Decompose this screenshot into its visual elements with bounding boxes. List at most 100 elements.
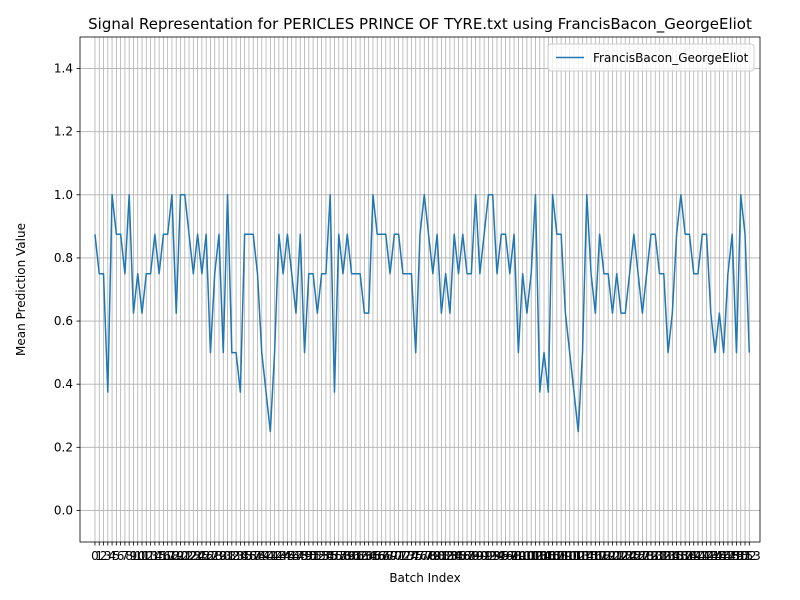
x-tick-label: 99: [511, 549, 526, 563]
x-tick-label: 61: [348, 549, 363, 563]
x-tick-label: 77: [417, 549, 432, 563]
series-layer: [94, 194, 751, 433]
x-tick-label: 41: [263, 549, 278, 563]
x-tick-label: 5: [113, 549, 121, 563]
x-tick-label: 59: [340, 549, 355, 563]
x-tick-label: 102: [520, 549, 543, 563]
x-tick-label: 62: [352, 549, 367, 563]
series-line: [94, 194, 751, 433]
x-tick-label: 52: [310, 549, 325, 563]
x-tick-label: 73: [400, 549, 415, 563]
x-tick-label: 12: [139, 549, 154, 563]
x-tick-label: 3: [104, 549, 112, 563]
x-tick-label: 103: [524, 549, 547, 563]
x-tick-label: 146: [708, 549, 731, 563]
x-tick-label: 131: [644, 549, 667, 563]
x-tick-label: 79: [425, 549, 440, 563]
grid: [80, 37, 760, 542]
x-tick-label: 143: [695, 549, 718, 563]
y-axis-ticks: 0.0 0.2 0.4 0.6 0.8 1.0 1.2 1.4: [54, 62, 80, 517]
x-tick-label: 135: [661, 549, 684, 563]
x-tick-label: 84: [447, 549, 462, 563]
x-tick-label: 122: [605, 549, 628, 563]
y-tick-label: 0.8: [54, 251, 73, 265]
x-tick-label: 25: [194, 549, 209, 563]
x-tick-label: 138: [674, 549, 697, 563]
x-tick-label: 141: [687, 549, 710, 563]
x-tick-label: 11: [134, 549, 149, 563]
x-tick-label: 2: [100, 549, 108, 563]
x-tick-label: 36: [241, 549, 256, 563]
legend: FrancisBacon_GeorgeEliot: [547, 43, 755, 72]
x-tick-label: 19: [169, 549, 184, 563]
x-tick-label: 40: [258, 549, 273, 563]
x-tick-label: 97: [502, 549, 517, 563]
x-tick-label: 16: [156, 549, 171, 563]
x-tick-label: 112: [563, 549, 586, 563]
x-tick-label: 57: [331, 549, 346, 563]
x-tick-label: 140: [682, 549, 705, 563]
x-tick-label: 58: [335, 549, 350, 563]
x-tick-label: 78: [421, 549, 436, 563]
x-tick-label: 39: [254, 549, 269, 563]
y-tick-label: 0.6: [54, 314, 73, 328]
x-tick-label: 43: [271, 549, 286, 563]
x-tick-label: 115: [575, 549, 598, 563]
x-tick-label: 50: [301, 549, 316, 563]
x-tick-label: 108: [545, 549, 568, 563]
y-tick-label: 0.4: [54, 377, 73, 391]
x-tick-label: 21: [177, 549, 192, 563]
x-tick-label: 151: [729, 549, 752, 563]
x-tick-label: 144: [699, 549, 722, 563]
x-tick-label: 15: [151, 549, 166, 563]
x-tick-label: 44: [276, 549, 291, 563]
x-tick-label: 30: [216, 549, 231, 563]
x-tick-label: 67: [374, 549, 389, 563]
x-tick-label: 105: [533, 549, 556, 563]
x-tick-label: 76: [412, 549, 427, 563]
x-tick-label: 117: [584, 549, 607, 563]
x-tick-label: 51: [305, 549, 320, 563]
x-tick-label: 60: [344, 549, 359, 563]
x-tick-label: 142: [691, 549, 714, 563]
x-tick-label: 35: [237, 549, 252, 563]
x-tick-label: 123: [610, 549, 633, 563]
x-tick-label: 17: [160, 549, 175, 563]
x-tick-label: 71: [391, 549, 406, 563]
x-tick-label: 85: [451, 549, 466, 563]
x-tick-label: 120: [597, 549, 620, 563]
chart-title: Signal Representation for PERICLES PRINC…: [88, 15, 752, 34]
x-tick-label: 65: [365, 549, 380, 563]
x-tick-label: 139: [678, 549, 701, 563]
x-tick-label: 101: [515, 549, 538, 563]
x-tick-label: 100: [511, 549, 534, 563]
x-tick-label: 42: [267, 549, 282, 563]
x-tick-label: 27: [203, 549, 218, 563]
x-tick-label: 6: [117, 549, 125, 563]
x-tick-label: 18: [164, 549, 179, 563]
x-tick-label: 125: [618, 549, 641, 563]
x-tick-label: 132: [648, 549, 671, 563]
x-tick-label: 124: [614, 549, 637, 563]
y-tick-label: 0.0: [54, 503, 73, 517]
x-tick-label: 68: [378, 549, 393, 563]
x-tick-label: 137: [669, 549, 692, 563]
x-tick-label: 86: [455, 549, 470, 563]
x-tick-label: 81: [434, 549, 449, 563]
x-tick-label: 136: [665, 549, 688, 563]
x-tick-label: 74: [404, 549, 419, 563]
x-tick-label: 133: [652, 549, 675, 563]
x-tick-label: 106: [537, 549, 560, 563]
x-tick-label: 34: [233, 549, 248, 563]
x-tick-label: 148: [716, 549, 739, 563]
x-tick-label: 130: [639, 549, 662, 563]
x-tick-label: 147: [712, 549, 735, 563]
x-tick-label: 45: [280, 549, 295, 563]
x-tick-label: 7: [121, 549, 129, 563]
x-tick-label: 119: [592, 549, 615, 563]
x-tick-label: 46: [284, 549, 299, 563]
x-tick-label: 38: [250, 549, 265, 563]
x-tick-label: 48: [293, 549, 308, 563]
x-tick-label: 69: [382, 549, 397, 563]
